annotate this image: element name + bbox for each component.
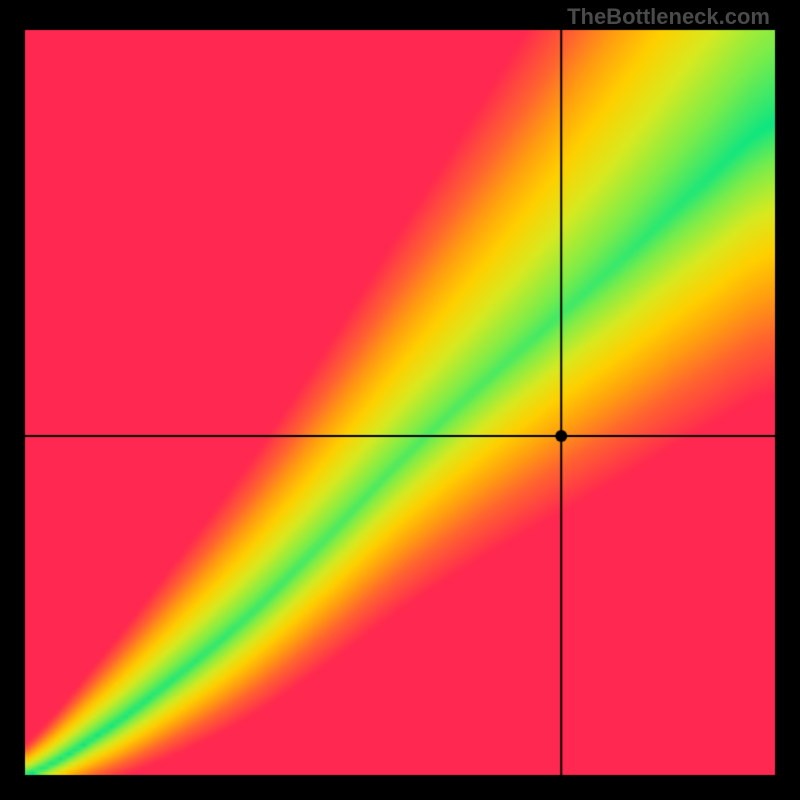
bottleneck-heatmap bbox=[0, 0, 800, 800]
watermark-text: TheBottleneck.com bbox=[567, 4, 770, 30]
chart-container: TheBottleneck.com bbox=[0, 0, 800, 800]
